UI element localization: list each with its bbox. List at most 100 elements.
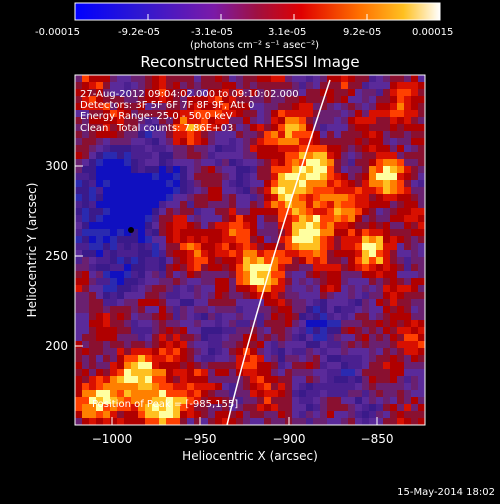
heatmap-cell xyxy=(320,348,328,356)
heatmap-cell xyxy=(89,411,97,419)
heatmap-cell xyxy=(348,278,356,286)
heatmap-cell xyxy=(201,124,209,132)
heatmap-cell xyxy=(348,173,356,181)
heatmap-cell xyxy=(313,187,321,195)
heatmap-cell xyxy=(299,390,307,398)
heatmap-cell xyxy=(96,89,104,97)
heatmap-cell xyxy=(166,306,174,314)
heatmap-cell xyxy=(376,271,384,279)
heatmap-cell xyxy=(278,306,286,314)
heatmap-cell xyxy=(222,418,230,425)
heatmap-cell xyxy=(145,159,153,167)
heatmap-cell xyxy=(215,166,223,174)
heatmap-cell xyxy=(369,243,377,251)
heatmap-cell xyxy=(362,271,370,279)
heatmap-cell xyxy=(299,145,307,153)
heatmap-cell xyxy=(264,82,272,90)
heatmap-cell xyxy=(208,75,216,83)
heatmap-cell xyxy=(341,166,349,174)
heatmap-cell xyxy=(229,229,237,237)
heatmap-cell xyxy=(376,82,384,90)
heatmap-cell xyxy=(411,159,419,167)
heatmap-cell xyxy=(299,250,307,258)
heatmap-cell xyxy=(89,222,97,230)
heatmap-cell xyxy=(369,145,377,153)
heatmap-cell xyxy=(278,236,286,244)
heatmap-cell xyxy=(285,194,293,202)
heatmap-cell xyxy=(334,250,342,258)
heatmap-cell xyxy=(187,236,195,244)
heatmap-cell xyxy=(110,236,118,244)
heatmap-cell xyxy=(306,201,314,209)
heatmap-cell xyxy=(82,383,90,391)
heatmap-cell xyxy=(159,299,167,307)
peak-marker xyxy=(128,227,134,233)
heatmap-cell xyxy=(110,96,118,104)
heatmap-cell xyxy=(159,159,167,167)
heatmap-cell xyxy=(194,187,202,195)
heatmap-cell xyxy=(208,278,216,286)
heatmap-cell xyxy=(341,306,349,314)
heatmap-cell xyxy=(257,292,265,300)
heatmap-cell xyxy=(292,124,300,132)
heatmap-cell xyxy=(313,327,321,335)
heatmap-cell xyxy=(194,334,202,342)
heatmap-cell xyxy=(257,334,265,342)
heatmap-cell xyxy=(341,159,349,167)
heatmap-cell xyxy=(418,236,425,244)
heatmap-cell xyxy=(110,313,118,321)
heatmap-cell xyxy=(173,278,181,286)
heatmap-cell xyxy=(285,243,293,251)
heatmap-cell xyxy=(187,390,195,398)
heatmap-cell xyxy=(243,250,251,258)
heatmap-cell xyxy=(138,222,146,230)
heatmap-cell xyxy=(397,271,405,279)
heatmap-cell xyxy=(299,257,307,265)
heatmap-cell xyxy=(103,320,111,328)
heatmap-cell xyxy=(145,82,153,90)
heatmap-cell xyxy=(131,334,139,342)
heatmap-cell xyxy=(229,369,237,377)
heatmap-cell xyxy=(383,306,391,314)
heatmap-cell xyxy=(180,257,188,265)
heatmap-cell xyxy=(376,383,384,391)
heatmap-cell xyxy=(362,173,370,181)
heatmap-cell xyxy=(397,390,405,398)
heatmap-cell xyxy=(362,411,370,419)
heatmap-cell xyxy=(159,327,167,335)
heatmap-cell xyxy=(166,173,174,181)
heatmap-cell xyxy=(306,208,314,216)
heatmap-cell xyxy=(243,82,251,90)
heatmap-cell xyxy=(271,306,279,314)
heatmap-cell xyxy=(334,376,342,384)
heatmap-cell xyxy=(334,320,342,328)
heatmap-cell xyxy=(355,201,363,209)
heatmap-cell xyxy=(145,222,153,230)
heatmap-cell xyxy=(397,152,405,160)
heatmap-cell xyxy=(180,376,188,384)
heatmap-cell xyxy=(257,418,265,425)
heatmap-cell xyxy=(75,194,83,202)
heatmap-cell xyxy=(215,404,223,412)
heatmap-cell xyxy=(334,229,342,237)
heatmap-cell xyxy=(194,75,202,83)
heatmap-cell xyxy=(313,341,321,349)
colorbar-tick-3: -3.1e-05 xyxy=(191,27,233,38)
heatmap-cell xyxy=(138,117,146,125)
heatmap-cell xyxy=(397,201,405,209)
heatmap-cell xyxy=(194,390,202,398)
heatmap-cell xyxy=(96,194,104,202)
heatmap-cell xyxy=(327,292,335,300)
heatmap-cell xyxy=(404,173,412,181)
heatmap-cell xyxy=(418,313,425,321)
heatmap-cell xyxy=(397,306,405,314)
heatmap-cell xyxy=(166,355,174,363)
heatmap-cell xyxy=(201,418,209,425)
heatmap-cell xyxy=(355,397,363,405)
heatmap-cell xyxy=(404,180,412,188)
heatmap-cell xyxy=(397,124,405,132)
heatmap-cell xyxy=(229,194,237,202)
heatmap-cell xyxy=(348,180,356,188)
heatmap-cell xyxy=(187,208,195,216)
heatmap-cell xyxy=(173,243,181,251)
